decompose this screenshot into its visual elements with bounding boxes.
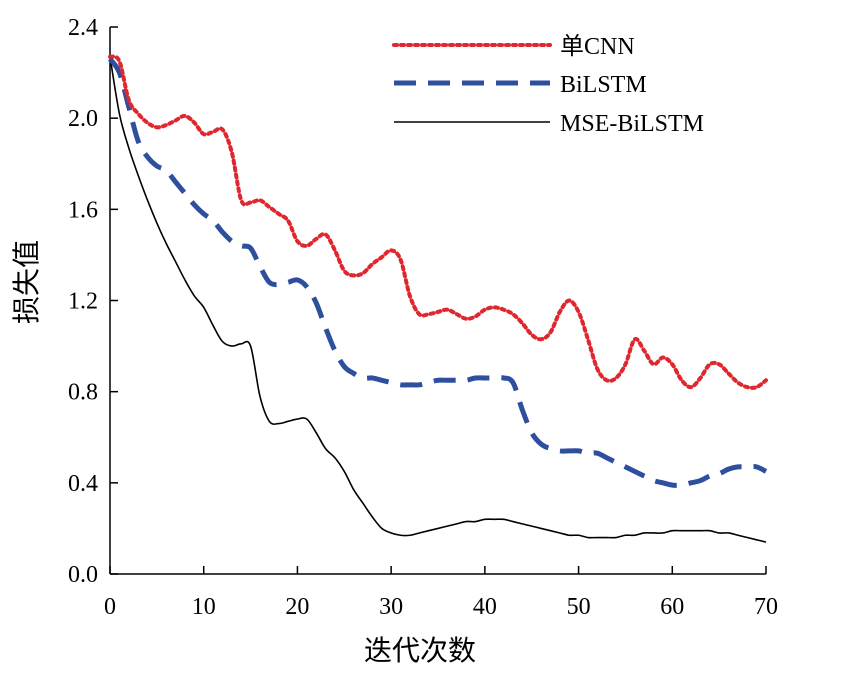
x-axis-title: 迭代次数	[364, 634, 476, 667]
series-line-cnn	[108, 54, 768, 390]
y-tick-label: 0.0	[68, 562, 98, 588]
x-tick-label: 20	[285, 594, 309, 620]
x-tick-label: 40	[473, 594, 497, 620]
y-tick-label: 1.6	[68, 197, 98, 223]
series-layer	[107, 54, 768, 543]
x-tick-label: 60	[660, 594, 684, 620]
axes	[109, 27, 766, 575]
y-tick-label: 0.4	[68, 471, 98, 497]
y-tick-label: 0.8	[68, 380, 98, 406]
y-tick-label: 2.4	[68, 15, 98, 41]
series-line-bilstm	[107, 57, 768, 488]
series-line-mse-bilstm	[109, 56, 767, 543]
legend-label: 单CNN	[560, 33, 635, 60]
x-tick-label: 70	[754, 594, 778, 620]
x-tick-label: 0	[104, 594, 116, 620]
x-tick-label: 10	[192, 594, 216, 620]
legend-label: MSE-BiLSTM	[560, 111, 704, 137]
y-axis-title: 损失值	[10, 240, 43, 324]
legend-label: BiLSTM	[560, 72, 647, 98]
y-tick-label: 1.2	[68, 289, 98, 315]
legend: 单CNN BiLSTM MSE-BiLSTM	[392, 33, 704, 137]
x-tick-label: 30	[379, 594, 403, 620]
x-tick-label: 50	[567, 594, 591, 620]
y-ticks: 0.0 0.4 0.8 1.2 1.6 2.0 2.4	[68, 15, 118, 588]
x-ticks: 0 10 20 30 40 50 60 70	[104, 566, 778, 620]
y-tick-label: 2.0	[68, 106, 98, 132]
